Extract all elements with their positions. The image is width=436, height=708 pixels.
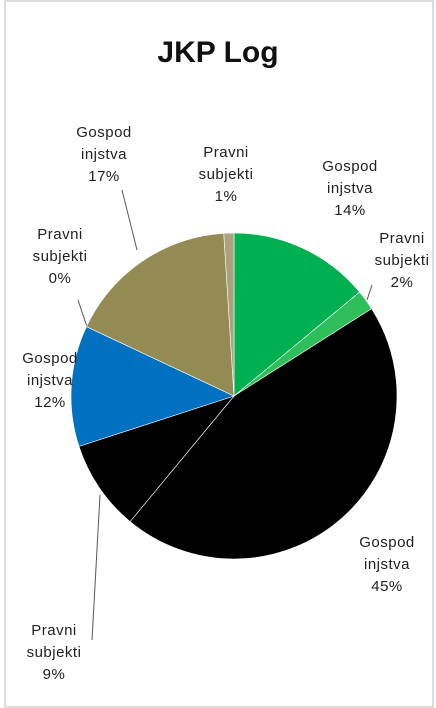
pie-slice xyxy=(78,395,235,523)
slice-percent: 1% xyxy=(214,188,238,205)
slice-name: Pravni subjekti xyxy=(198,144,254,183)
pie-slice xyxy=(129,308,398,560)
slice-name: Gospod injstva xyxy=(322,158,378,197)
pie-slice xyxy=(233,232,361,397)
slice-percent: 12% xyxy=(34,394,66,411)
slice-label: Gospod injstva 17% xyxy=(72,122,136,188)
slice-name: Pravni subjekti xyxy=(32,226,88,265)
slice-percent: 0% xyxy=(48,270,72,287)
slice-name: Pravni subjekti xyxy=(26,622,82,661)
slice-percent: 14% xyxy=(334,202,366,219)
pie-slice xyxy=(86,233,235,397)
slice-label: Pravni subjekti 1% xyxy=(194,142,258,208)
slice-percent: 9% xyxy=(42,666,66,683)
leader-line xyxy=(366,284,373,301)
slice-label: Gospod injstva 45% xyxy=(355,532,419,598)
slice-name: Gospod injstva xyxy=(22,350,78,389)
slice-percent: 2% xyxy=(390,274,414,291)
leader-line xyxy=(121,189,138,251)
slice-label: Pravni subjekti 2% xyxy=(370,228,434,294)
leader-line xyxy=(91,494,101,641)
chart-frame xyxy=(4,0,434,708)
slice-name: Gospod injstva xyxy=(359,534,415,573)
pie-slice xyxy=(223,232,235,397)
slice-name: Gospod injstva xyxy=(76,124,132,163)
slice-label: Pravni subjekti 9% xyxy=(22,620,86,686)
slice-percent: 45% xyxy=(371,578,403,595)
slice-name: Pravni subjekti xyxy=(374,230,430,269)
leader-line xyxy=(77,299,89,331)
slice-label: Pravni subjekti 0% xyxy=(28,224,92,290)
pie-slice xyxy=(70,326,235,447)
slice-percent: 17% xyxy=(88,168,120,185)
slice-label: Gospod injstva 12% xyxy=(18,348,82,414)
slice-label: Gospod injstva 14% xyxy=(318,156,382,222)
chart-title: JKP Log xyxy=(157,36,279,69)
